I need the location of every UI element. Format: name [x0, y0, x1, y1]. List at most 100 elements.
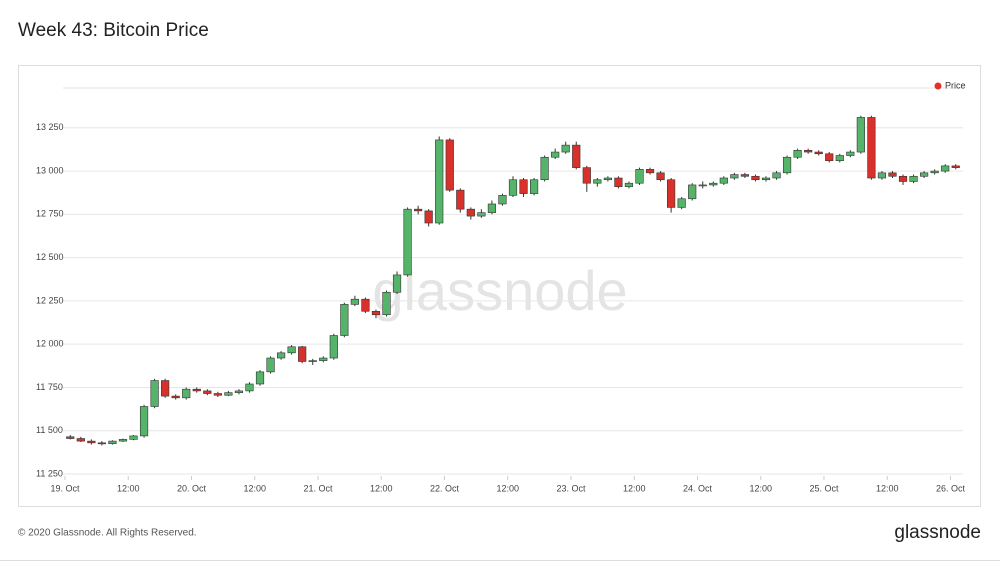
legend-label[interactable]: Price [945, 80, 966, 90]
brand-logo[interactable]: glassnode [894, 522, 981, 543]
candle-body [614, 177, 623, 187]
candle-body [888, 172, 897, 177]
candle-body [730, 174, 739, 179]
candle-body [930, 170, 939, 174]
candle-body [582, 167, 591, 184]
candle-body [76, 438, 85, 442]
candle-body [698, 184, 707, 187]
x-tick-label: 24. Oct [683, 483, 713, 493]
x-tick-label: 25. Oct [809, 483, 839, 493]
candle-body [688, 184, 697, 200]
candle-body [340, 304, 349, 336]
candle-body [477, 212, 486, 217]
footer: © 2020 Glassnode. All Rights Reserved. [18, 528, 197, 539]
candle-body [856, 117, 865, 153]
candle-body [276, 352, 286, 359]
candle-body [224, 392, 233, 396]
candle-body [414, 208, 423, 212]
candle-body [87, 440, 96, 444]
x-tick-label: 12:00 [623, 483, 646, 493]
candle-body [877, 172, 887, 179]
candle-body [139, 406, 149, 437]
candle-body [561, 144, 570, 153]
candle-body [867, 117, 876, 179]
y-tick-label: 11 500 [36, 425, 63, 435]
y-tick-label: 11 250 [36, 468, 63, 478]
candle-body [361, 298, 370, 312]
candle-body [308, 360, 317, 362]
candle-body [529, 179, 539, 194]
candle-body [540, 156, 549, 181]
candle-body [572, 144, 581, 168]
candle-body [719, 177, 728, 184]
x-tick-label: 23. Oct [556, 483, 586, 493]
y-tick-label: 12 500 [36, 252, 64, 262]
candle-body [424, 210, 433, 224]
candle-body [329, 335, 338, 359]
candle-body [245, 383, 254, 392]
candle-body [624, 182, 634, 187]
y-tick-label: 12 000 [36, 339, 64, 349]
y-tick-label: 13 250 [36, 122, 64, 132]
x-tick-label: 12:00 [876, 483, 899, 493]
candle-body [192, 388, 201, 392]
candle-body [66, 436, 75, 439]
candle-body [761, 177, 771, 181]
candle-body [941, 165, 950, 172]
candle-body [772, 172, 781, 179]
x-tick-label: 12:00 [370, 483, 393, 493]
candle-body [804, 150, 813, 153]
candle-body [751, 175, 760, 181]
x-tick-label: 26. Oct [936, 483, 966, 493]
candle-body [392, 274, 402, 293]
candle-body [551, 151, 560, 158]
watermark: glassnode [372, 259, 627, 322]
candle-body [150, 380, 159, 407]
candle-body [350, 298, 359, 305]
candle-body [951, 165, 960, 168]
candle-body [319, 357, 328, 361]
candle-body [182, 388, 191, 399]
candle-body [656, 172, 665, 181]
candle-body [814, 151, 823, 155]
candle-body [403, 208, 412, 276]
candle-body [909, 175, 918, 182]
legend-marker [934, 82, 942, 90]
candle-body [740, 174, 750, 177]
x-tick-label: 22. Oct [430, 483, 460, 493]
candle-body [846, 151, 855, 156]
candle-body [161, 380, 170, 397]
y-tick-label: 12 250 [36, 295, 64, 305]
candle-body [793, 150, 802, 158]
x-tick-label: 12:00 [243, 483, 266, 493]
candle-body [435, 139, 444, 224]
candle-body [508, 179, 518, 196]
candle-body [635, 169, 644, 184]
candle-body [487, 203, 497, 213]
candle-body [255, 371, 265, 385]
x-tick-label: 19. Oct [50, 483, 80, 493]
y-tick-label: 12 750 [36, 209, 64, 219]
candle-body [466, 208, 475, 217]
candle-body [835, 155, 844, 161]
candle-body [645, 169, 655, 174]
candle-body [825, 153, 834, 161]
x-tick-label: 12:00 [117, 483, 140, 493]
candle-body [519, 179, 528, 194]
candle-body [266, 357, 275, 373]
candle-body [667, 179, 676, 208]
candle-body [108, 440, 117, 445]
candle-body [234, 390, 244, 393]
candle-body [498, 195, 507, 205]
candle-body [603, 177, 612, 181]
candle-body [171, 395, 180, 399]
candle-body [782, 156, 792, 174]
candle-body [371, 310, 381, 316]
chart-title: Week 43: Bitcoin Price [18, 20, 209, 41]
candle-body [920, 172, 929, 177]
chart-frame [18, 65, 981, 507]
candle-body [382, 291, 391, 316]
candle-body [118, 439, 128, 442]
